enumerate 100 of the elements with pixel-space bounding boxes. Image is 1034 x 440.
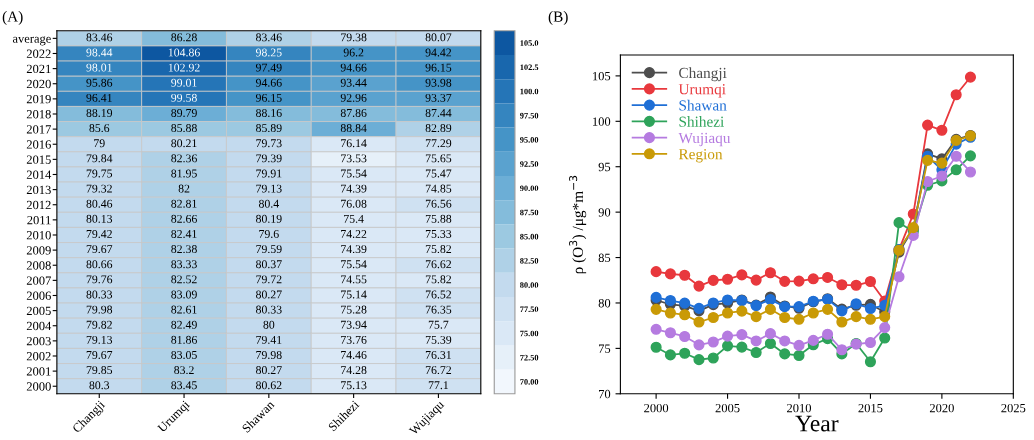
data-label: 82 — [178, 184, 190, 193]
data-label: 74.39 — [341, 245, 367, 254]
y-tick-label: 2008 — [26, 261, 51, 270]
data-label: 82.52 — [171, 275, 197, 284]
data-label: 99.01 — [171, 78, 197, 87]
x-tick-label: 2020 — [929, 403, 954, 413]
y-tick-label: 2005 — [26, 306, 51, 316]
data-label: 73.94 — [341, 320, 367, 329]
data-label: 97.49 — [255, 63, 282, 72]
data-label: 79.6 — [259, 230, 279, 238]
data-label: 79.13 — [256, 184, 282, 193]
data-label: 79.13 — [86, 335, 113, 344]
data-label: 80.07 — [425, 33, 452, 42]
data-label: 82.89 — [425, 124, 452, 133]
y-tick-label: 75 — [599, 344, 611, 353]
color-bar-label: 70.00 — [520, 379, 539, 385]
data-label: 96.15 — [255, 93, 282, 102]
data-label: 82.61 — [171, 305, 197, 314]
data-label: 79.85 — [86, 366, 113, 375]
data-label: 79.67 — [86, 351, 113, 359]
data-label: 75.82 — [425, 245, 452, 254]
y-tick-label: 2013 — [26, 185, 51, 195]
y-tick-label: 2019 — [26, 94, 51, 104]
data-label: 92.96 — [340, 93, 367, 102]
data-label: 79.73 — [256, 139, 282, 148]
data-label: 82.38 — [171, 245, 197, 254]
legend-label: Shawan — [679, 99, 727, 111]
data-label: 89.79 — [171, 108, 197, 117]
color-bar-label: 100.0 — [520, 88, 539, 95]
data-label: 80 — [263, 320, 275, 329]
y-tick-label: average — [12, 36, 51, 46]
legend-label: Changji — [679, 67, 727, 82]
data-label: 83.2 — [174, 366, 194, 375]
data-label: 85.89 — [256, 124, 282, 133]
legend-label: Region — [678, 149, 723, 163]
data-label: 93.98 — [425, 78, 452, 87]
data-label: 79.39 — [256, 154, 282, 163]
data-label: 87.44 — [425, 108, 452, 117]
y-tick-label: 2006 — [26, 291, 51, 300]
x-tick-label: 2025 — [1001, 403, 1026, 413]
data-label: 79.32 — [86, 184, 112, 193]
y-tick-label: 2018 — [26, 110, 51, 119]
y-tick-label: 2012 — [26, 200, 51, 210]
data-label: 83.05 — [171, 350, 197, 359]
data-label: 104.86 — [168, 48, 200, 57]
data-label: 95.86 — [86, 78, 113, 87]
data-label: 80.19 — [256, 214, 282, 223]
data-label: 79.91 — [256, 169, 282, 178]
data-label: 88.84 — [340, 124, 367, 133]
data-label: 85.6 — [89, 124, 110, 133]
data-label: 80.66 — [86, 260, 113, 269]
y-tick-label: 2015 — [26, 155, 51, 164]
data-label: 75.88 — [425, 214, 452, 223]
data-label: 75.33 — [425, 230, 452, 238]
data-label: 79.41 — [256, 335, 282, 344]
data-label: 74.46 — [341, 351, 367, 359]
y-tick-label: 2003 — [26, 336, 51, 346]
x-tick-label: 2005 — [715, 403, 740, 413]
data-label: 79.98 — [86, 305, 113, 314]
y-axis-title: ρ (O$^{3}$) /μg*m$^{−3}$ — [569, 175, 587, 274]
data-label: 77.1 — [428, 381, 449, 390]
data-label: 74.28 — [341, 366, 367, 375]
data-label: 79.84 — [86, 154, 113, 163]
data-label: 73.76 — [341, 335, 367, 344]
data-label: 98.01 — [86, 63, 112, 72]
y-tick-label: 2020 — [26, 79, 51, 89]
data-label: 75.14 — [341, 290, 367, 299]
data-label: 80.62 — [256, 381, 282, 390]
color-bar-label: 105.0 — [520, 40, 539, 46]
data-label: 74.85 — [425, 184, 452, 193]
data-label: 76.56 — [425, 199, 452, 208]
data-label: 94.66 — [340, 63, 367, 72]
data-label: 94.66 — [255, 78, 282, 87]
data-label: 93.44 — [340, 78, 367, 87]
chart-title: (A) — [2, 11, 23, 25]
data-label: 80.21 — [171, 139, 197, 148]
data-label: 94.42 — [425, 48, 452, 57]
data-label: 99.58 — [171, 93, 197, 102]
data-label: 87.86 — [340, 108, 367, 117]
data-label: 79.59 — [256, 245, 282, 254]
y-tick-label: 2004 — [26, 321, 52, 331]
color-bar-label: 82.50 — [520, 258, 539, 264]
data-label: 76.08 — [341, 199, 367, 208]
data-label: 79.72 — [256, 275, 282, 284]
data-label: 74.22 — [341, 230, 367, 238]
data-label: 82.66 — [171, 214, 197, 223]
y-tick-label: 2000 — [26, 382, 51, 391]
y-tick-label: 2016 — [26, 140, 51, 149]
data-label: 86.28 — [171, 33, 197, 42]
y-tick-label: 2007 — [26, 276, 51, 285]
data-label: 80.13 — [86, 214, 113, 223]
legend-label: Shihezi — [679, 116, 724, 127]
data-label: 80.27 — [256, 366, 282, 375]
data-label: 75.54 — [341, 169, 367, 178]
y-tick-label: 2009 — [26, 246, 51, 255]
data-label: 79 — [94, 139, 105, 148]
data-label: 96.2 — [343, 48, 364, 57]
data-label: 80.37 — [256, 260, 282, 269]
data-label: 96.41 — [86, 93, 112, 102]
data-label: 98.25 — [255, 48, 282, 57]
